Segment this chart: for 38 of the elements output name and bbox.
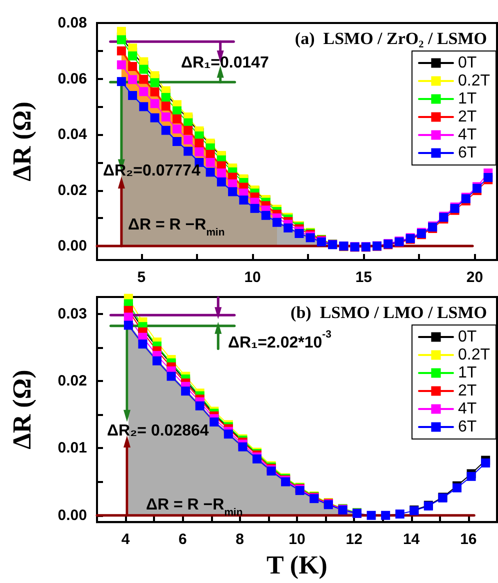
y-tick-label: 0.08 <box>58 14 87 32</box>
y-tick-label: 0.04 <box>58 126 88 144</box>
x-tick-label: 6 <box>178 531 187 548</box>
x-tick-label: 16 <box>460 531 477 548</box>
x-tick-label: 20 <box>466 269 484 286</box>
x-tick-label: 15 <box>355 269 372 286</box>
x-tick-label: 8 <box>236 531 244 548</box>
x-tick-label: 12 <box>346 531 362 548</box>
annotation: ΔR₂= 0.02864 <box>107 422 209 440</box>
y-tick-label: 0.01 <box>58 440 87 457</box>
legend-label: 2T <box>458 382 477 400</box>
legend-label: 4T <box>458 126 477 144</box>
legend-label: 4T <box>458 400 477 418</box>
y-tick-label: 0.02 <box>58 372 87 390</box>
y-tick-label: 0.03 <box>58 305 87 322</box>
legend-label: 0T <box>458 54 477 72</box>
legend-label: 2T <box>458 108 477 126</box>
legend-label: 1T <box>458 364 477 382</box>
y-axis-title: ΔR (Ω) <box>8 102 36 182</box>
legend-label: 1T <box>458 90 477 108</box>
x-tick-label: 5 <box>137 269 146 286</box>
y-axis-title: ΔR (Ω) <box>8 370 36 450</box>
legend-label: 6T <box>458 144 477 162</box>
legend-label: 0.2T <box>458 346 490 364</box>
chart-title: (a) LSMO / ZrO₂ / LSMO <box>294 29 488 48</box>
x-axis-title: T (K) <box>266 550 328 580</box>
x-tick-label: 14 <box>402 531 420 548</box>
x-tick-label: 10 <box>244 269 261 286</box>
y-tick-label: 0.00 <box>58 506 87 524</box>
legend-label: 0T <box>458 328 477 346</box>
chart-title: (b) LSMO / LMO / LSMO <box>290 303 488 322</box>
y-tick-label: 0.00 <box>58 238 87 255</box>
legend-label: 6T <box>458 418 477 436</box>
legend-label: 0.2T <box>458 72 490 90</box>
x-tick-label: 10 <box>288 531 306 548</box>
y-tick-label: 0.02 <box>58 182 87 199</box>
y-tick-label: 0.06 <box>58 70 87 88</box>
x-tick-label: 4 <box>121 531 130 548</box>
